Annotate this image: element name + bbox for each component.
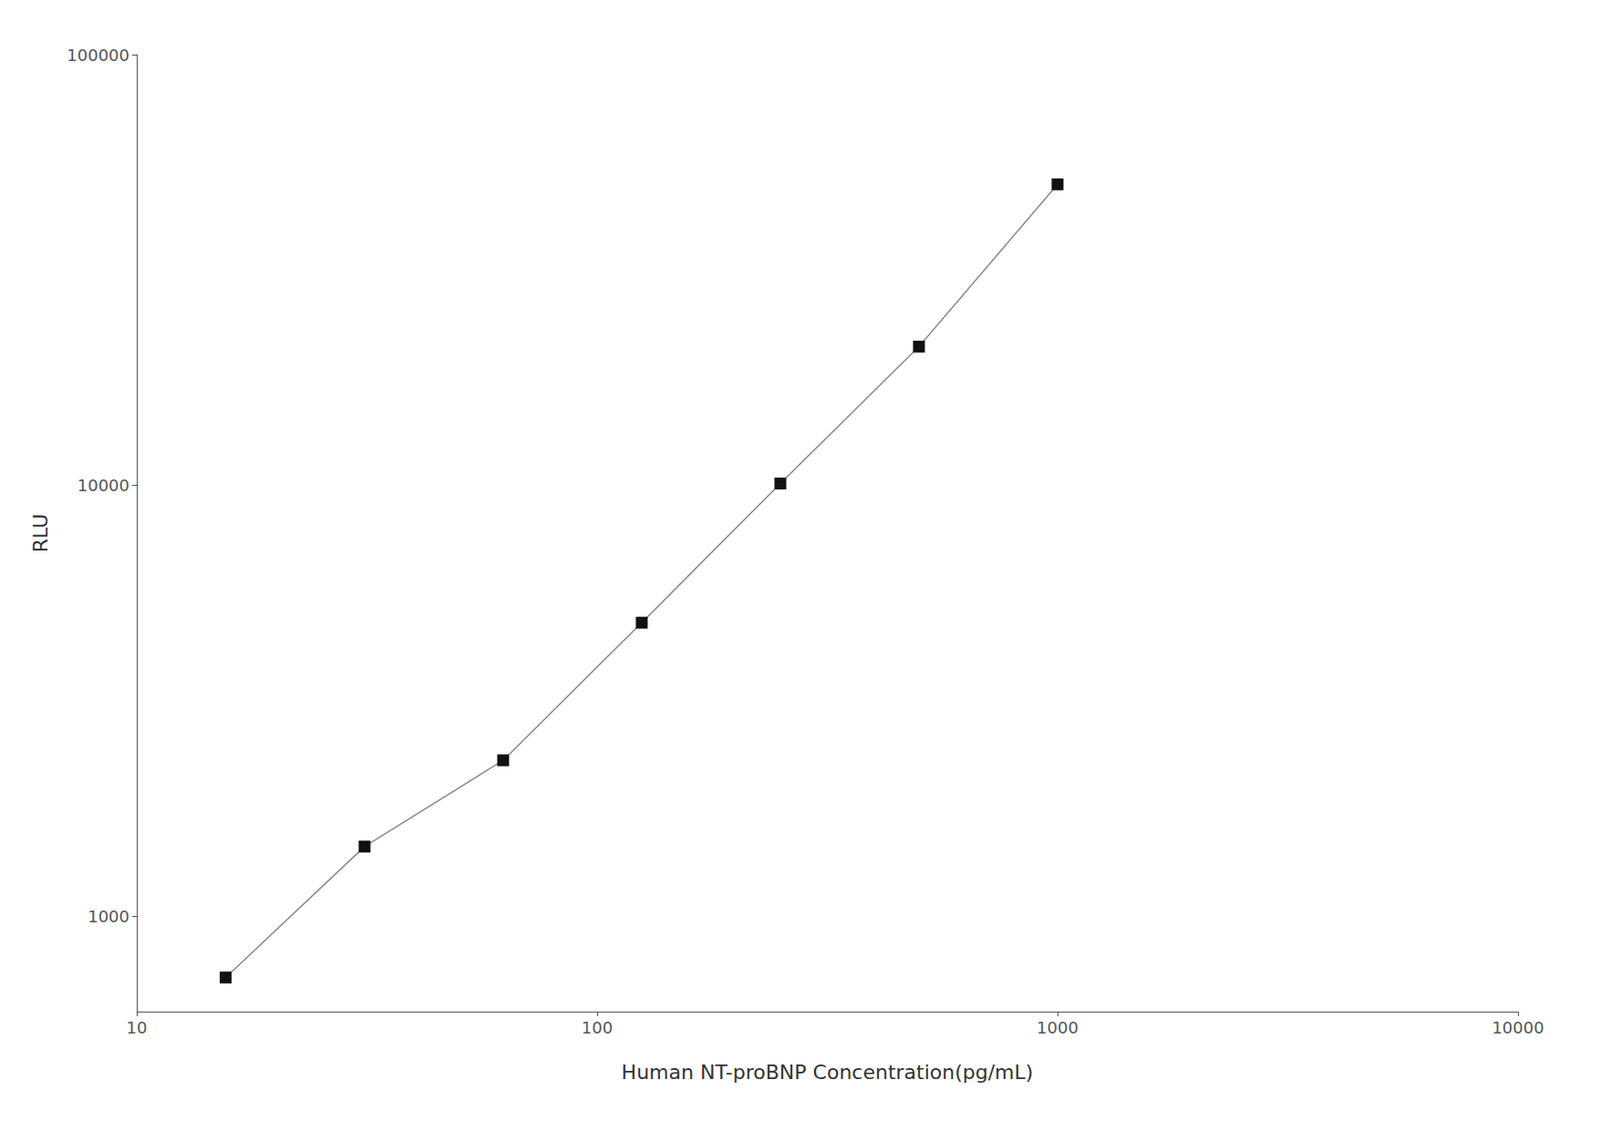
svg-text:10000: 10000 [1491, 1018, 1544, 1038]
svg-text:1000: 1000 [1036, 1018, 1079, 1038]
svg-text:100000: 100000 [66, 45, 130, 65]
svg-text:1000: 1000 [87, 907, 130, 927]
svg-text:RLU: RLU [29, 514, 52, 554]
svg-text:10000: 10000 [77, 475, 130, 496]
svg-text:Human NT-proBNP Concentration(: Human NT-proBNP Concentration(pg/mL) [621, 1061, 1034, 1084]
svg-text:10: 10 [126, 1018, 148, 1038]
svg-text:100: 100 [581, 1018, 613, 1038]
